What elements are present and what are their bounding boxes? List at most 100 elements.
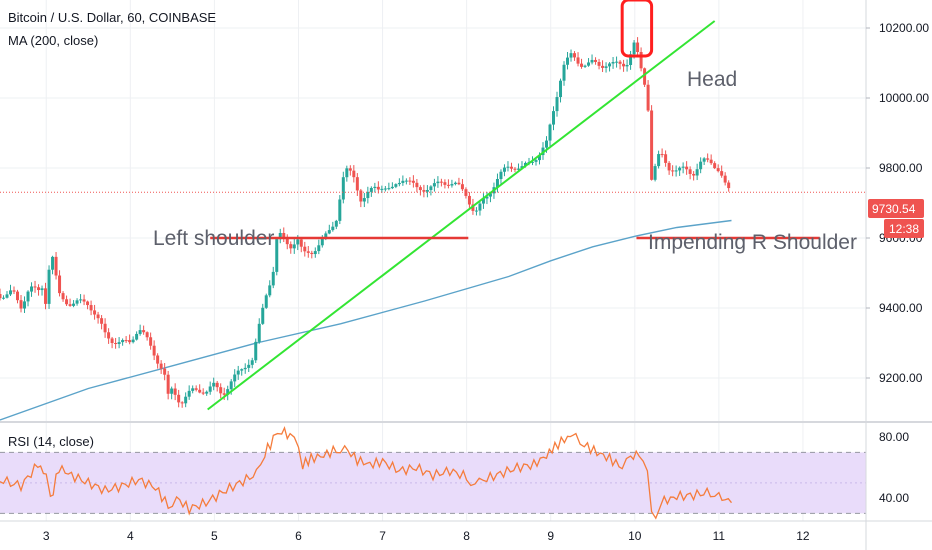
candle-body bbox=[425, 189, 429, 192]
candle-body bbox=[457, 182, 461, 185]
candle-body bbox=[219, 387, 223, 394]
candle-body bbox=[569, 53, 573, 58]
candle-body bbox=[86, 301, 90, 306]
candle-body bbox=[555, 97, 559, 112]
candle-body bbox=[138, 330, 142, 334]
candle-body bbox=[285, 237, 289, 245]
candle-body bbox=[2, 297, 6, 299]
candle-body bbox=[47, 269, 51, 304]
candle-body bbox=[233, 374, 237, 382]
candle-body bbox=[362, 198, 366, 202]
candle-body bbox=[348, 168, 352, 171]
candle-body bbox=[128, 340, 132, 343]
candle-body bbox=[450, 184, 454, 186]
candle-body bbox=[573, 53, 577, 58]
candle-body bbox=[446, 184, 450, 186]
candle-body bbox=[303, 246, 307, 252]
candle-body bbox=[653, 166, 657, 180]
candle-body bbox=[289, 244, 293, 249]
candle-body bbox=[369, 187, 373, 192]
candle-body bbox=[93, 310, 97, 315]
time-tick-label: 11 bbox=[713, 529, 726, 543]
candle-body bbox=[352, 170, 356, 178]
candle-body bbox=[338, 199, 342, 221]
drawings-layer bbox=[0, 0, 866, 411]
candle-body bbox=[296, 239, 300, 245]
candle-body bbox=[657, 154, 661, 167]
candle-body bbox=[23, 301, 27, 309]
candle-body bbox=[622, 63, 626, 67]
candle-body bbox=[453, 182, 457, 185]
candle-body bbox=[100, 318, 104, 324]
candle-body bbox=[163, 368, 167, 375]
candle-body bbox=[485, 196, 489, 199]
candle-body bbox=[170, 388, 174, 394]
candle-body bbox=[650, 110, 654, 180]
candle-body bbox=[177, 394, 181, 403]
candle-body bbox=[695, 169, 699, 176]
candle-body bbox=[552, 111, 556, 125]
time-tick-label: 4 bbox=[127, 529, 134, 543]
candle-body bbox=[418, 187, 422, 191]
candle-body bbox=[566, 57, 570, 65]
candle-body bbox=[460, 184, 464, 190]
candle-body bbox=[534, 160, 538, 162]
candle-body bbox=[149, 337, 153, 346]
candle-body bbox=[191, 388, 195, 391]
candle-body bbox=[597, 61, 601, 66]
candle-body bbox=[40, 288, 44, 291]
candle-body bbox=[488, 193, 492, 197]
time-tick-label: 9 bbox=[547, 529, 554, 543]
candle-body bbox=[720, 171, 724, 176]
candle-body bbox=[324, 233, 328, 239]
candle-body bbox=[156, 355, 160, 364]
candle-body bbox=[184, 396, 188, 404]
candle-body bbox=[590, 59, 594, 63]
candle-body bbox=[145, 332, 149, 338]
candle-body bbox=[401, 180, 405, 183]
candle-body bbox=[660, 154, 664, 156]
candle-body bbox=[121, 340, 125, 343]
candle-body bbox=[198, 389, 202, 393]
candle-body bbox=[110, 338, 114, 344]
candle-body bbox=[387, 188, 391, 190]
candle-body bbox=[530, 161, 534, 163]
candle-body bbox=[278, 232, 282, 240]
candle-body bbox=[107, 332, 111, 339]
chart-title: Bitcoin / U.S. Dollar, 60, COINBASE bbox=[8, 10, 216, 25]
candle-body bbox=[513, 168, 517, 170]
time-tick-label: 5 bbox=[211, 529, 218, 543]
candle-body bbox=[404, 180, 408, 182]
candle-body bbox=[229, 381, 233, 390]
candle-body bbox=[443, 182, 447, 185]
candle-body bbox=[523, 162, 527, 167]
candle-body bbox=[702, 158, 706, 162]
candle-body bbox=[5, 294, 9, 298]
candle-body bbox=[611, 62, 615, 64]
candle-body bbox=[439, 181, 443, 183]
time-tick-label: 12 bbox=[796, 529, 810, 543]
candle-body bbox=[159, 363, 163, 369]
candle-body bbox=[166, 374, 170, 394]
candle-body bbox=[201, 392, 205, 394]
head-highlight-box bbox=[620, 0, 654, 58]
candle-body bbox=[19, 300, 23, 309]
candle-body bbox=[411, 180, 415, 183]
price-tick-label: 10000.00 bbox=[879, 91, 929, 105]
candle-body bbox=[275, 239, 279, 272]
candle-body bbox=[383, 188, 387, 190]
candle-body bbox=[103, 323, 107, 333]
candle-body bbox=[478, 203, 482, 211]
candle-body bbox=[212, 382, 216, 387]
candle-body bbox=[685, 166, 689, 170]
candle-body bbox=[131, 339, 135, 343]
candle-body bbox=[639, 52, 643, 69]
candle-body bbox=[194, 388, 198, 390]
candle-body bbox=[299, 239, 303, 247]
candle-body bbox=[135, 333, 139, 340]
candle-body bbox=[61, 293, 65, 300]
candle-body bbox=[114, 343, 118, 345]
candle-body bbox=[366, 191, 370, 199]
candle-body bbox=[9, 290, 13, 295]
